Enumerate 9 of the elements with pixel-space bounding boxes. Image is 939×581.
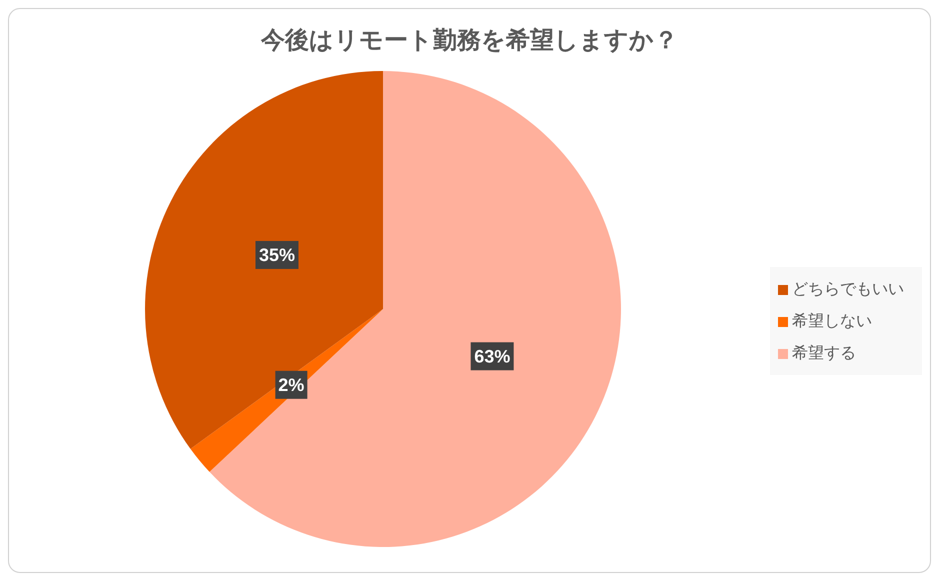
pie-slice [210,71,621,547]
legend-label: 希望する [792,343,856,362]
pie-slice [145,71,383,449]
legend-label: 希望しない [792,311,872,330]
data-label: 35% [258,244,295,265]
legend-label: どちらでもいい [792,279,904,298]
data-label: 63% [474,346,510,366]
chart-title: 今後はリモート勤務を希望しますか？ [260,25,679,56]
data-label: 2% [278,374,304,395]
